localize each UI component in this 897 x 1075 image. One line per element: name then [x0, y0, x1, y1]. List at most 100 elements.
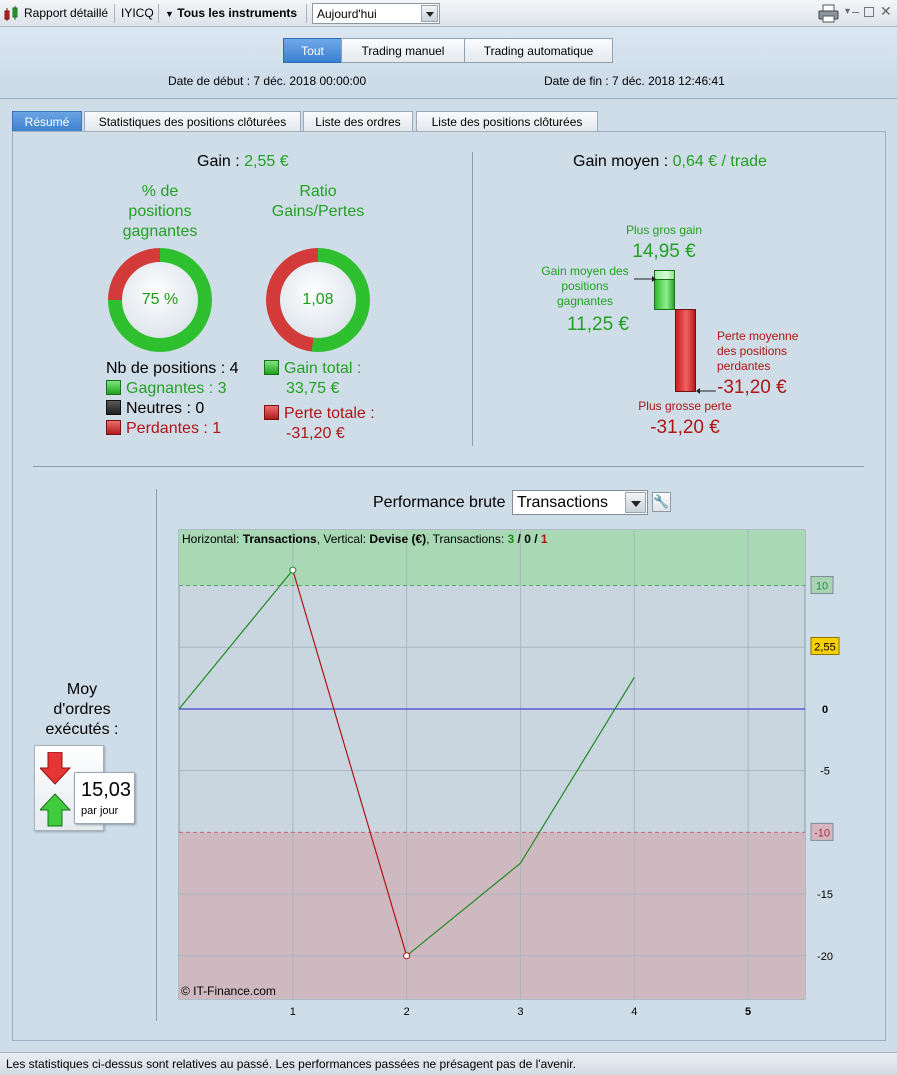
- winning-pct-title-line: positions: [128, 203, 192, 220]
- toolbar-divider: [306, 4, 307, 23]
- tab-closed-position-stats[interactable]: Statistiques des positions clôturées: [84, 111, 301, 132]
- chart-info-part: /: [531, 532, 541, 546]
- x-tick-label: 5: [745, 1006, 751, 1018]
- chart-info-part: /: [514, 532, 524, 546]
- gain-label: Gain: [197, 153, 231, 170]
- minimize-icon[interactable]: –: [852, 4, 860, 19]
- ratio-title-line: Gains/Pertes: [271, 203, 365, 220]
- tab-summary[interactable]: Résumé: [12, 111, 82, 132]
- period-select[interactable]: Aujourd'hui: [312, 3, 440, 24]
- chart-info-part: Devise (€): [369, 532, 426, 546]
- y-tick-label: -15: [817, 889, 833, 901]
- total-gain-label: Gain total :: [284, 360, 362, 377]
- gain-loss-ratio-value: 1,08: [280, 262, 356, 338]
- green-square-icon: [264, 360, 279, 375]
- instruments-label: Tous les instruments: [177, 6, 298, 20]
- arrow-left-icon: [696, 388, 716, 394]
- close-icon[interactable]: ✕: [880, 3, 892, 19]
- red-square-icon: [264, 405, 279, 420]
- black-square-icon: [106, 400, 121, 415]
- segment-manual[interactable]: Trading manuel: [341, 38, 465, 63]
- y-tick-label: 10: [816, 581, 828, 593]
- neutral-count-row: Neutres : 0: [106, 399, 239, 419]
- gain-zone: [179, 530, 805, 586]
- chart-copyright: © IT-Finance.com: [181, 984, 276, 998]
- orders-unit: par jour: [81, 805, 119, 817]
- ratio-title-line: Ratio: [299, 183, 337, 200]
- average-loss-value: -31,20 €: [717, 377, 787, 398]
- menu-arrow-icon[interactable]: ▾: [845, 6, 851, 17]
- toolbar: Rapport détaillé IYICQ ▼ Tous les instru…: [0, 0, 897, 27]
- losing-count-row: Perdantes : 1: [106, 419, 239, 439]
- average-loss-bar: [675, 309, 696, 392]
- instruments-dropdown[interactable]: ▼ Tous les instruments: [165, 6, 297, 20]
- gain-header: Gain : 2,55 €: [197, 153, 289, 170]
- winning-pct-value: 75 %: [122, 262, 198, 338]
- biggest-loss-value: -31,20 €: [650, 417, 720, 438]
- segment-all[interactable]: Tout: [283, 38, 342, 63]
- period-value: Aujourd'hui: [317, 7, 377, 21]
- total-loss-value: -31,20 €: [286, 425, 345, 442]
- max-point: [289, 566, 297, 574]
- average-loss-label-line: perdantes: [717, 359, 771, 373]
- red-square-icon: [106, 420, 121, 435]
- chart-settings-button[interactable]: 🔧: [652, 492, 671, 512]
- average-win-label-line: gagnantes: [556, 294, 614, 308]
- end-date: Date de fin : 7 déc. 2018 12:46:41: [544, 74, 725, 88]
- average-win-label-line: Gain moyen des: [541, 264, 629, 278]
- chevron-down-icon[interactable]: [625, 492, 646, 513]
- account-selector[interactable]: IYICQ: [121, 6, 154, 20]
- wrench-icon: 🔧: [653, 494, 670, 509]
- chart-mode-value: Transactions: [517, 494, 608, 511]
- biggest-loss-label: Plus grosse perte: [638, 399, 732, 413]
- x-tick-label: 1: [290, 1006, 296, 1018]
- x-tick-label: 2: [404, 1006, 410, 1018]
- start-date: Date de début : 7 déc. 2018 00:00:00: [168, 74, 367, 88]
- y-tick-label: -20: [817, 951, 833, 963]
- positions-count: Nb de positions : 4: [106, 360, 239, 377]
- total-loss-label: Perte totale :: [284, 405, 375, 422]
- chart-mode-select[interactable]: Transactions: [512, 490, 648, 515]
- maximize-icon[interactable]: [864, 7, 874, 17]
- series-segment: [292, 569, 408, 956]
- losing-count: Perdantes : 1: [126, 420, 222, 437]
- segment-automatic[interactable]: Trading automatique: [464, 38, 613, 63]
- tab-closed-position-list[interactable]: Liste des positions clôturées: [416, 111, 598, 132]
- average-gain-label: Gain moyen: [573, 153, 660, 170]
- orders-label-line: Moy: [66, 681, 98, 698]
- average-loss-label: Perte moyenne des positions perdantes: [717, 329, 798, 374]
- section-divider: [472, 152, 473, 446]
- printer-icon[interactable]: [818, 4, 840, 23]
- orders-label-line: d'ordres: [53, 701, 111, 718]
- ratio-title: Ratio Gains/Pertes: [258, 182, 378, 222]
- arrow-right-icon: [634, 276, 656, 282]
- orders-label: Moy d'ordres exécutés :: [30, 680, 134, 740]
- threshold-label-box: [810, 822, 834, 841]
- total-gain-row: Gain total :: [264, 359, 375, 379]
- chevron-down-icon: ▼: [165, 9, 174, 19]
- average-gain-value: 0,64 € / trade: [672, 153, 767, 170]
- section-divider: [33, 466, 864, 467]
- winning-pct-title-line: gagnantes: [122, 223, 198, 240]
- average-loss-label-line: Perte moyenne: [717, 329, 799, 343]
- gain-loss-ratio-donut: 1,08: [266, 248, 370, 352]
- green-square-icon: [106, 380, 121, 395]
- chart-info: Horizontal: Transactions, Vertical: Devi…: [182, 532, 548, 546]
- winning-pct-donut: 75 %: [108, 248, 212, 352]
- total-gain-value: 33,75 €: [286, 380, 340, 397]
- winning-pct-title: % de positions gagnantes: [100, 182, 220, 242]
- tab-order-list[interactable]: Liste des ordres: [303, 111, 413, 132]
- report-header: Tout Trading manuel Trading automatique …: [0, 27, 897, 99]
- orders-value-box: 15,03 par jour: [74, 772, 135, 824]
- series-segment: [519, 677, 635, 864]
- loss-zone: [179, 832, 805, 999]
- chevron-down-icon[interactable]: [421, 5, 438, 22]
- x-tick-label: 4: [631, 1006, 637, 1018]
- y-tick-label: -10: [814, 827, 830, 839]
- orders-value: 15,03: [81, 779, 132, 801]
- threshold-label-box: [810, 576, 834, 595]
- x-tick-label: 3: [517, 1006, 523, 1018]
- average-win-label: Gain moyen des positions gagnantes: [535, 264, 635, 309]
- current-value-label: 2,55: [814, 641, 835, 653]
